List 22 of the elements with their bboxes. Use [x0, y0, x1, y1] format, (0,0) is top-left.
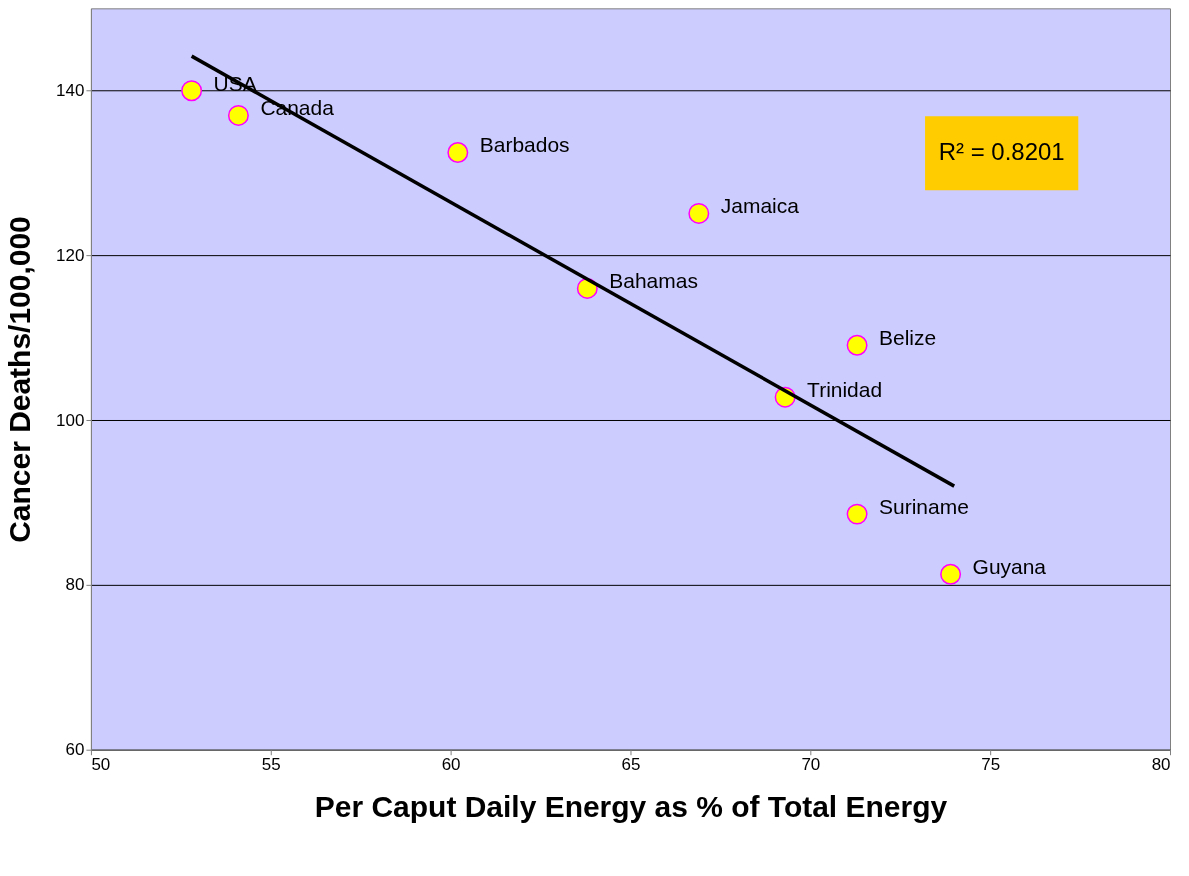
annotation: Barbados	[479, 133, 570, 157]
x-tick-label: 70	[801, 755, 821, 775]
x-tick-label: 80	[1151, 755, 1171, 775]
annotation: Belize	[879, 326, 937, 350]
annotation: R² = 0.8201	[938, 138, 1065, 166]
annotation: Bahamas	[609, 269, 698, 293]
y-tick-label: 140	[56, 81, 85, 101]
x-tick-label: 55	[261, 755, 281, 775]
x-axis-title: Per Caput Daily Energy as % of Total Energy	[314, 790, 948, 824]
x-tick-label: 75	[981, 755, 1001, 775]
y-tick-label: 100	[56, 410, 85, 430]
x-tick-label: 60	[441, 755, 461, 775]
y-tick-label: 60	[65, 740, 85, 760]
y-axis-title: Cancer Deaths/100,000	[3, 216, 37, 543]
annotation: Trinidad	[807, 378, 883, 402]
annotation: Guyana	[972, 555, 1047, 579]
x-tick-label: 50	[91, 755, 111, 775]
y-tick-label: 120	[56, 245, 85, 265]
x-tick-label: 65	[621, 755, 641, 775]
annotation: Jamaica	[720, 194, 800, 218]
annotation: Suriname	[879, 495, 969, 519]
y-tick-label: 80	[65, 575, 85, 595]
